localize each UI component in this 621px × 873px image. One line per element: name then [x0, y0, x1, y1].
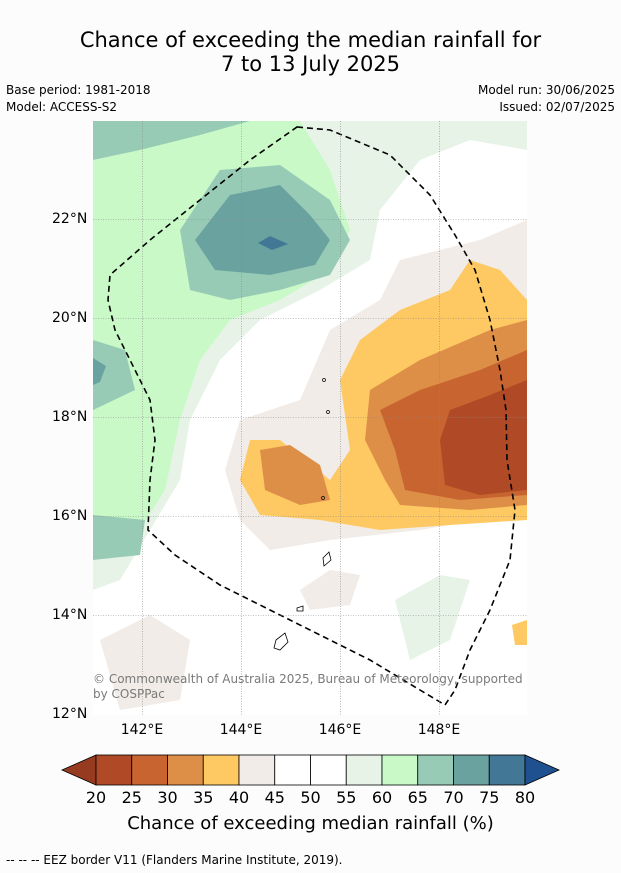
- colorbar-under-triangle: [61, 754, 97, 786]
- island-small-2: [326, 410, 330, 414]
- colorbar-over-triangle: [524, 754, 560, 786]
- lat-label-16n: 16°N: [52, 508, 88, 524]
- lat-label-14n: 14°N: [52, 607, 88, 623]
- colorbar-cell: [417, 754, 454, 786]
- colorbar-tick-label: 35: [193, 788, 214, 807]
- colorbar-cell: [274, 754, 311, 786]
- colorbar-tick-label: 60: [371, 788, 393, 807]
- region-60-65-se: [395, 575, 470, 660]
- colorbar-tick-label: 40: [228, 788, 250, 807]
- copyright-notice: © Commonwealth of Australia 2025, Bureau…: [93, 672, 523, 701]
- lon-label-144e: 144°E: [219, 722, 263, 738]
- lat-label-18n: 18°N: [52, 409, 88, 425]
- colorbar: [61, 754, 560, 786]
- region-over-80: [258, 236, 288, 250]
- colorbar-cell: [202, 754, 240, 786]
- island-guam: [273, 632, 289, 651]
- region-40-45-south: [300, 570, 360, 610]
- colorbar-cell: [238, 754, 276, 786]
- island-saipan: [322, 551, 332, 567]
- base-period: Base period: 1981-2018: [6, 83, 151, 97]
- colorbar-tick-label: 80: [514, 788, 536, 807]
- model-name: Model: ACCESS-S2: [6, 100, 118, 114]
- colorbar-tick-label: 45: [264, 788, 285, 807]
- region-70-75: [93, 121, 250, 160]
- issued-date: Issued: 02/07/2025: [499, 100, 615, 114]
- colorbar-tick-label: 20: [85, 788, 107, 807]
- region-75-80-c: [93, 358, 106, 385]
- region-30-35-b: [260, 445, 330, 505]
- map-title-line2: 7 to 13 July 2025: [220, 52, 401, 76]
- region-70-75-c: [93, 340, 135, 410]
- colorbar-title: Chance of exceeding median rainfall (%): [127, 813, 494, 834]
- colorbar-cell: [167, 754, 204, 786]
- region-35-40-se: [512, 620, 527, 645]
- graticule: [93, 121, 527, 715]
- region-40-45-sw: [100, 615, 190, 710]
- region-75-80: [195, 185, 330, 275]
- island-rota: [296, 605, 304, 612]
- colorbar-tick-label: 25: [121, 788, 142, 807]
- colorbar-tick-label: 70: [443, 788, 464, 807]
- eez-footnote: -- -- -- EEZ border V11 (Flanders Marine…: [6, 853, 343, 867]
- lat-label-12n: 12°N: [52, 706, 88, 722]
- colorbar-cell: [345, 754, 383, 786]
- lon-label-146e: 146°E: [318, 722, 362, 738]
- lon-label-148e: 148°E: [417, 722, 461, 738]
- eez-border: [107, 126, 516, 707]
- lat-label-22n: 22°N: [52, 211, 88, 227]
- lat-label-20n: 20°N: [52, 310, 88, 326]
- colorbar-tick-label: 75: [479, 788, 500, 807]
- island-small-3: [321, 496, 325, 500]
- island-small-1: [322, 378, 326, 382]
- colorbar-cell: [310, 754, 347, 786]
- model-run: Model run: 30/06/2025: [477, 83, 615, 97]
- colorbar-cell: [453, 754, 490, 786]
- colorbar-cell: [131, 754, 168, 786]
- colorbar-cell: [95, 754, 133, 786]
- colorbar-tick-label: 65: [407, 788, 428, 807]
- region-70-75-d: [93, 515, 145, 560]
- lon-label-142e: 142°E: [120, 722, 164, 738]
- colorbar-tick-label: 55: [336, 788, 357, 807]
- probability-field: [93, 121, 527, 715]
- colorbar-cell: [381, 754, 419, 786]
- colorbar-tick-label: 30: [157, 788, 178, 807]
- colorbar-tick-label: 50: [300, 788, 321, 807]
- map-title-line1: Chance of exceeding the median rainfall …: [79, 28, 542, 52]
- colorbar-cell: [488, 754, 526, 786]
